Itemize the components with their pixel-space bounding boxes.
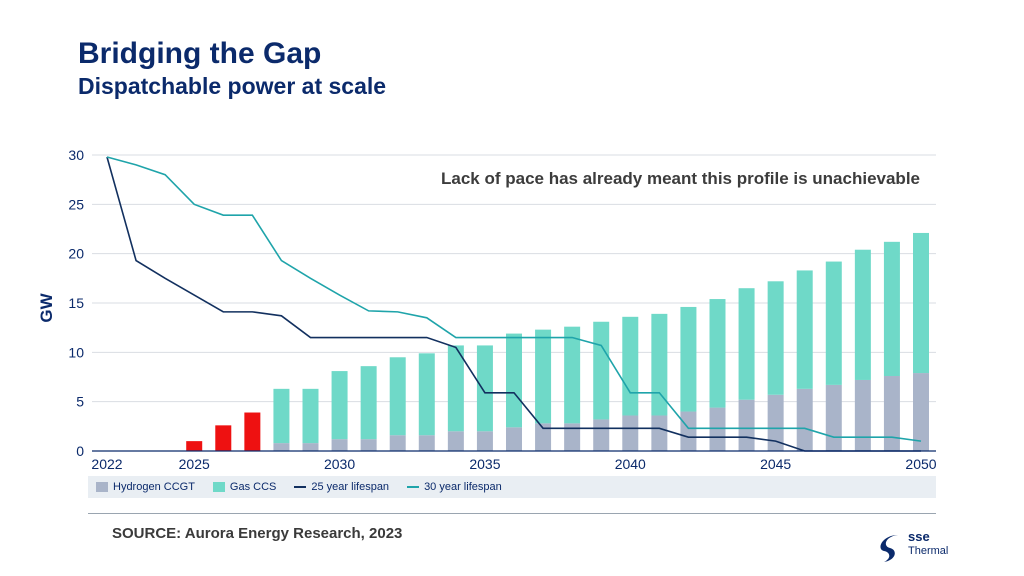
bar-early-build [244, 412, 261, 451]
bar-hydrogen-ccgt [476, 431, 493, 451]
x-tick-label: 2022 [91, 456, 122, 472]
x-tick-label: 2040 [615, 456, 646, 472]
bar-early-build [186, 441, 203, 451]
y-tick-label: 25 [68, 196, 84, 212]
bar-hydrogen-ccgt [738, 399, 755, 451]
bar-gas-ccs [564, 326, 581, 424]
bar-hydrogen-ccgt [622, 415, 639, 451]
divider [88, 513, 936, 514]
y-tick-label: 15 [68, 295, 84, 311]
bar-gas-ccs [651, 313, 668, 416]
bar-gas-ccs [535, 329, 552, 424]
bar-hydrogen-ccgt [709, 407, 726, 451]
x-tick-label: 2050 [905, 456, 936, 472]
bar-hydrogen-ccgt [564, 423, 581, 451]
bar-gas-ccs [360, 366, 377, 440]
bar-gas-ccs [593, 321, 610, 420]
bar-hydrogen-ccgt [883, 376, 900, 451]
legend-label: 30 year lifespan [424, 481, 502, 493]
bar-gas-ccs [331, 371, 348, 440]
bar-hydrogen-ccgt [273, 443, 290, 451]
legend-label: Gas CCS [229, 481, 277, 493]
y-axis-label: GW [37, 292, 56, 322]
x-tick-label: 2025 [179, 456, 210, 472]
logo-product: Thermal [908, 545, 949, 557]
legend-item: Hydrogen CCGT [96, 481, 195, 493]
bar-gas-ccs [913, 232, 929, 374]
bar-gas-ccs [622, 316, 639, 416]
bar-gas-ccs [447, 345, 464, 432]
bar-hydrogen-ccgt [796, 388, 813, 451]
legend-swatch [96, 482, 108, 492]
slide-subtitle: Dispatchable power at scale [78, 73, 387, 99]
y-tick-label: 5 [76, 394, 84, 410]
bar-hydrogen-ccgt [389, 435, 406, 451]
bar-hydrogen-ccgt [418, 435, 435, 451]
x-tick-label: 2045 [760, 456, 791, 472]
line-25-year-lifespan [106, 156, 921, 452]
bar-hydrogen-ccgt [680, 411, 697, 451]
bar-gas-ccs [854, 249, 871, 380]
legend-item: 25 year lifespan [294, 481, 389, 493]
bar-hydrogen-ccgt [506, 427, 522, 451]
sse-swirl-icon [880, 535, 898, 562]
bar-gas-ccs [302, 388, 319, 444]
bar-gas-ccs [389, 357, 406, 436]
bar-gas-ccs [796, 270, 813, 389]
x-tick-label: 2035 [469, 456, 500, 472]
line-30-year-lifespan [106, 156, 922, 442]
legend-item: 30 year lifespan [407, 481, 502, 493]
bar-hydrogen-ccgt [651, 415, 668, 451]
bar-hydrogen-ccgt [854, 379, 871, 451]
bar-hydrogen-ccgt [535, 423, 552, 451]
logo-brand: sse [908, 529, 930, 544]
sse-thermal-logo: sse Thermal [878, 530, 958, 564]
bar-gas-ccs [767, 281, 784, 395]
y-tick-label: 10 [68, 344, 84, 360]
bar-hydrogen-ccgt [302, 443, 319, 451]
bar-gas-ccs [418, 353, 435, 436]
legend-label: 25 year lifespan [311, 481, 390, 493]
bar-gas-ccs [506, 333, 522, 428]
chart-lines [106, 156, 922, 452]
legend-line [294, 486, 307, 488]
bar-hydrogen-ccgt [447, 431, 464, 451]
bar-hydrogen-ccgt [593, 419, 610, 451]
source-note: SOURCE: Aurora Energy Research, 2023 [112, 525, 403, 542]
legend-swatch [212, 482, 225, 492]
bar-gas-ccs [476, 345, 493, 432]
legend-line [407, 486, 420, 488]
bar-gas-ccs [680, 306, 697, 412]
chart-legend: Hydrogen CCGT Gas CCS 25 year lifespan 30 y… [88, 476, 936, 498]
bar-early-build [215, 425, 232, 451]
bar-gas-ccs [709, 299, 726, 408]
chart-bars [186, 232, 929, 451]
bar-hydrogen-ccgt [913, 373, 929, 451]
bar-hydrogen-ccgt [825, 384, 842, 451]
bar-hydrogen-ccgt [767, 394, 784, 451]
y-tick-label: 30 [68, 147, 84, 163]
slide-title: Bridging the Gap [78, 37, 322, 70]
y-tick-label: 0 [76, 443, 84, 459]
legend-item: Gas CCS [212, 481, 277, 493]
bar-gas-ccs [738, 288, 755, 400]
bar-gas-ccs [273, 388, 290, 444]
bar-gas-ccs [825, 261, 842, 385]
legend-label: Hydrogen CCGT [113, 481, 195, 493]
bar-hydrogen-ccgt [331, 439, 348, 451]
x-tick-label: 2030 [324, 456, 355, 472]
bar-gas-ccs [883, 241, 900, 377]
bar-hydrogen-ccgt [360, 439, 377, 451]
y-tick-label: 20 [68, 246, 84, 262]
chart-annotation: Lack of pace has already meant this prof… [441, 169, 920, 188]
